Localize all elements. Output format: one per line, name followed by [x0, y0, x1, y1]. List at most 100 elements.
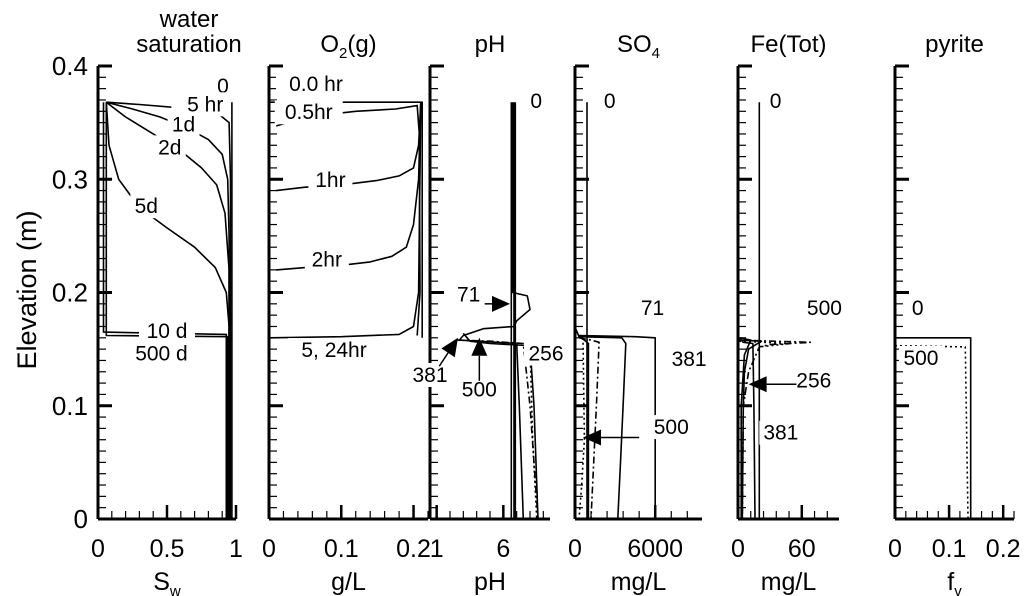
curve-label: 256: [796, 370, 831, 393]
panel-title-main: pyrite: [925, 31, 984, 58]
curve-label: 500: [462, 379, 497, 402]
series-group: [102, 101, 233, 519]
curve-label: 0: [217, 75, 229, 98]
panel-title: Fe(Tot): [750, 31, 826, 58]
panel-ph: 1 6 pH pH 0 71 256 381 500: [408, 31, 568, 596]
curve-label: 1d: [172, 114, 195, 137]
arrow-shaft: [438, 352, 449, 367]
panel-title-main: pH: [475, 31, 506, 58]
curve-label-background: [408, 362, 452, 387]
x-axis-label-main: mg/L: [611, 568, 667, 596]
y-tick-label: 0.4: [52, 51, 88, 81]
series-line: [578, 335, 627, 520]
arrow-head: [748, 376, 767, 393]
series-line: [106, 101, 230, 519]
y-tick-label: 0.2: [52, 278, 88, 308]
x-tick-label: 0.1: [324, 535, 359, 563]
x-axis-label: g/L: [331, 568, 366, 596]
curve-label: 0: [604, 90, 616, 113]
curve-label-background: [792, 368, 837, 393]
arrow-head: [583, 429, 602, 446]
curve-label: 71: [457, 284, 480, 307]
curve-label: 381: [763, 422, 798, 445]
series-group: [456, 102, 539, 520]
curve-label-background: [167, 112, 200, 137]
x-axis-label-main: f: [947, 568, 954, 596]
series-line: [739, 339, 812, 520]
curve-label-background: [898, 345, 943, 370]
curve-label: 0.5hr: [285, 101, 333, 124]
curve-label-background: [288, 338, 381, 363]
curve-label-background: [765, 88, 786, 113]
series-line: [458, 102, 525, 520]
panel-so4: 0 6000 SO4 mg/L 0 71 381 500: [568, 31, 712, 596]
panel-title: pH: [475, 31, 506, 58]
arrow-head: [471, 337, 488, 356]
x-tick-label: 0.2: [986, 535, 1021, 563]
curve-label-background: [599, 88, 620, 113]
curve-label: 5, 24hr: [301, 339, 366, 362]
series-line: [269, 101, 423, 338]
series-line: [895, 344, 969, 520]
series-line: [102, 102, 228, 519]
curve-label-background: [636, 296, 669, 321]
curve-label-background: [274, 100, 343, 125]
curve-label: 5d: [135, 195, 158, 218]
series-line: [106, 101, 232, 519]
panel-pyrite: 0 0.1 0.2 pyrite fv 0 500: [888, 31, 1021, 596]
series-group: [269, 101, 423, 339]
x-tick-label: 0: [262, 535, 276, 563]
series-line: [895, 337, 972, 519]
x-tick-label: 6000: [627, 535, 683, 563]
curve-label: 256: [528, 342, 563, 365]
curve-label: 500: [807, 297, 842, 320]
series-line: [270, 102, 422, 339]
curve-label: 500: [654, 416, 689, 439]
arrow-head: [441, 337, 458, 358]
x-tick-label: 0.1: [932, 535, 967, 563]
x-tick-label: 0: [91, 535, 105, 563]
curve-label-background: [153, 135, 186, 160]
x-axis-label-subscript: v: [954, 583, 962, 596]
curve-label: 1hr: [315, 169, 345, 192]
series-line: [275, 104, 421, 336]
series-line: [456, 339, 539, 520]
x-tick-label: 60: [788, 535, 816, 563]
curve-label-background: [524, 341, 568, 366]
series-line: [105, 102, 230, 519]
y-tick-labels: 0 0.1 0.2 0.3 0.4: [52, 51, 88, 534]
panel-title-subscript: 2: [339, 45, 347, 62]
curve-label: 10 d: [147, 320, 188, 343]
series-group: [895, 337, 972, 520]
series-group: [738, 102, 812, 520]
y-tick-label: 0: [74, 504, 88, 534]
curve-label: 500: [903, 347, 938, 370]
panel-fe: 0 60 Fe(Tot) mg/L 0 500 256 381: [731, 31, 847, 596]
curve-label: 71: [641, 297, 664, 320]
x-tick-label: 6: [496, 535, 510, 563]
curve-label-background: [759, 420, 804, 445]
panel-title-main: SO: [617, 31, 652, 58]
curve-label-background: [457, 377, 502, 402]
panel-title-main: Fe(Tot): [750, 31, 826, 58]
panel-title-main: O: [320, 31, 339, 58]
curve-label-background: [802, 296, 847, 321]
panel-o2: 0 0.1 0.2 O2(g) g/L 0.0 hr 0.5hr 1hr 2hr 5, 24hr: [262, 31, 431, 596]
curve-label: 0: [912, 297, 924, 320]
curve-label-background: [304, 247, 349, 272]
x-tick-label: 0: [888, 535, 902, 563]
x-axis-label: fv: [947, 568, 962, 596]
curve-label-background: [452, 282, 485, 307]
curve-label: 381: [412, 364, 447, 387]
series-line: [529, 345, 538, 520]
panel-title: SO4: [617, 31, 660, 62]
curve-label: 5 hr: [187, 93, 223, 116]
x-tick-label: 0.2: [396, 535, 431, 563]
x-axis-label: mg/L: [611, 568, 667, 596]
curve-label: 381: [672, 348, 707, 371]
x-axis-label: mg/L: [761, 568, 817, 596]
panel-title: saturation: [136, 31, 241, 58]
curve-label-background: [667, 347, 712, 372]
